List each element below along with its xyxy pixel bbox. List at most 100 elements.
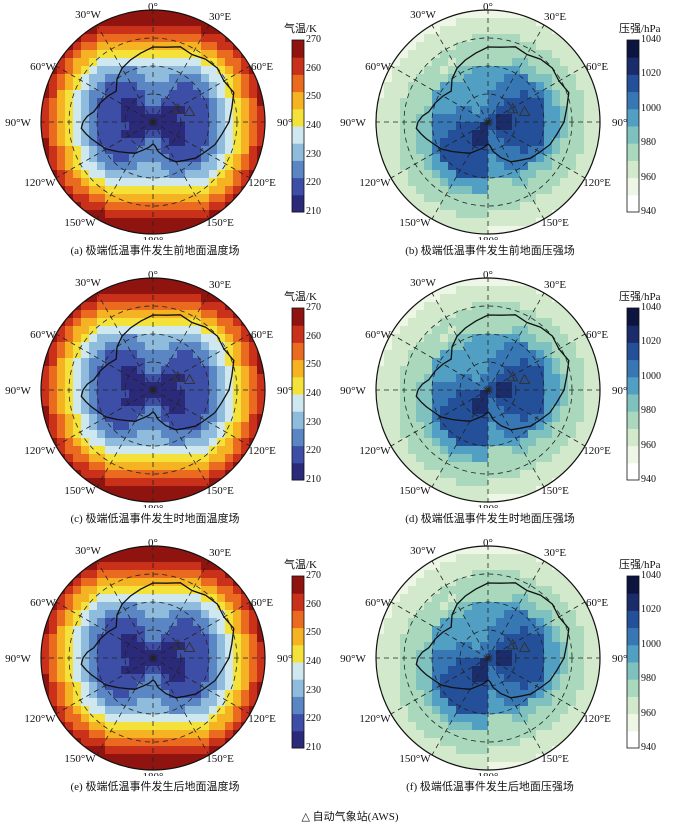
- colorbar-tick-label: 270: [306, 34, 321, 45]
- colorbar-segment: [627, 593, 639, 611]
- meridian-line: [431, 657, 489, 756]
- aws-legend: △ 自动气象站(AWS): [0, 808, 700, 824]
- meridian-line: [487, 389, 586, 447]
- colorbar-segment: [292, 376, 304, 395]
- antarctic-coastline: [415, 46, 570, 163]
- longitude-label-bottom: 180°: [478, 503, 499, 508]
- colorbar-segment: [292, 445, 304, 464]
- longitude-label-left: 90°W: [5, 385, 31, 397]
- aws-station-icon: [506, 102, 519, 114]
- longitude-label-ne-lower: 60°E: [586, 329, 608, 341]
- longitude-label-se-lower: 150°E: [206, 485, 234, 497]
- longitude-label-se-upper: 120°E: [248, 177, 276, 189]
- meridian-line: [390, 121, 489, 179]
- colorbar-segment: [292, 593, 304, 611]
- colorbar-tick-label: 980: [641, 137, 656, 149]
- colorbar-segment: [292, 576, 304, 594]
- temperature-colorbar: [291, 307, 305, 481]
- meridian-line: [487, 121, 586, 179]
- colorbar-segment: [292, 160, 304, 179]
- longitude-label-se-upper: 120°E: [583, 445, 611, 457]
- meridian-line: [152, 601, 251, 659]
- longitude-label-ne-upper: 30°E: [544, 547, 566, 559]
- meridian-line: [96, 292, 154, 391]
- longitude-label-sw-upper: 120°W: [359, 177, 391, 189]
- meridian-line: [152, 292, 210, 391]
- longitude-label-sw-lower: 150°W: [399, 485, 431, 497]
- map-temperature: 0°180°90°W90°E30°W60°W30°E60°E120°W150°W…: [5, 1, 299, 240]
- colorbar-tick-label: 940: [641, 742, 656, 753]
- longitude-label-ne-upper: 30°E: [544, 11, 566, 23]
- meridian-line: [96, 121, 154, 220]
- longitude-label-top: 0°: [483, 1, 493, 13]
- colorbar-tick-label: 960: [641, 171, 656, 183]
- colorbar-tick-label: 1000: [641, 638, 661, 650]
- colorbar-segment: [627, 679, 639, 697]
- colorbar-tick-label: 240: [306, 120, 321, 131]
- panel-caption: (c) 极端低温事件发生时地面温度场: [70, 513, 240, 525]
- colorbar-segment: [627, 143, 639, 161]
- colorbar-segment: [627, 91, 639, 110]
- colorbar-segment: [292, 57, 304, 75]
- meridian-line: [487, 292, 545, 391]
- colorbar-segment: [627, 57, 639, 75]
- colorbar-tick-label: 1000: [641, 102, 661, 114]
- colorbar-tick-label: 210: [306, 206, 321, 217]
- longitude-label-bottom: 180°: [478, 771, 499, 776]
- meridian-line: [55, 333, 154, 391]
- longitude-label-se-upper: 120°E: [248, 713, 276, 725]
- meridian-line: [487, 24, 545, 123]
- longitude-label-ne-upper: 30°E: [209, 279, 231, 291]
- colorbar-segment: [292, 610, 304, 629]
- colorbar-title: 压强/hPa: [619, 291, 661, 303]
- colorbar-tick-label: 1000: [641, 370, 661, 382]
- meridian-line: [152, 121, 210, 220]
- colorbar-segment: [292, 308, 304, 326]
- colorbar-tick-label: 260: [306, 330, 321, 342]
- longitude-label-nw-lower: 60°W: [30, 329, 56, 341]
- map-temperature: 0°180°90°W90°E30°W60°W30°E60°E120°W150°W…: [5, 537, 299, 776]
- longitude-label-se-upper: 120°E: [248, 445, 276, 457]
- meridian-line: [152, 24, 210, 123]
- panel-caption: (d) 极端低温事件发生时地面压强场: [405, 513, 575, 525]
- colorbar-segment: [627, 394, 639, 412]
- colorbar-tick-label: 1020: [641, 68, 661, 80]
- colorbar-tick-label: 260: [306, 62, 321, 74]
- aws-station-icon: [518, 373, 531, 385]
- colorbar-tick-label: 1040: [641, 302, 661, 313]
- longitude-label-top: 0°: [483, 269, 493, 281]
- colorbar-tick-label: 220: [306, 445, 321, 457]
- meridian-line: [152, 389, 210, 488]
- colorbar-tick-label: 220: [306, 177, 321, 189]
- longitude-label-ne-upper: 30°E: [209, 547, 231, 559]
- longitude-label-se-upper: 120°E: [583, 177, 611, 189]
- meridian-line: [152, 121, 251, 179]
- longitude-label-sw-lower: 150°W: [399, 753, 431, 765]
- colorbar-segment: [627, 696, 639, 715]
- longitude-label-ne-lower: 60°E: [251, 61, 273, 73]
- aws-station-icon: [171, 102, 184, 114]
- longitude-label-sw-upper: 120°W: [359, 713, 391, 725]
- colorbar-segment: [292, 679, 304, 697]
- aws-station-icon: [171, 370, 184, 382]
- longitude-label-nw-upper: 30°W: [410, 545, 436, 557]
- colorbar-segment: [627, 576, 639, 594]
- longitude-label-ne-lower: 60°E: [251, 329, 273, 341]
- longitude-label-top: 0°: [148, 1, 158, 13]
- meridian-line: [152, 560, 210, 659]
- colorbar-tick-label: 980: [641, 405, 656, 417]
- longitude-label-nw-lower: 60°W: [365, 597, 391, 609]
- meridian-line: [390, 389, 489, 447]
- colorbar-segment: [292, 325, 304, 343]
- meridian-line: [55, 121, 154, 179]
- colorbar-segment: [292, 143, 304, 161]
- longitude-label-top: 0°: [483, 537, 493, 549]
- meridian-line: [487, 65, 586, 123]
- colorbar-segment: [292, 177, 304, 196]
- aws-station-icon: [183, 641, 196, 653]
- panel-b: 0°180°90°W90°E30°W60°W30°E60°E120°W150°W…: [335, 0, 675, 268]
- colorbar-tick-label: 270: [306, 570, 321, 581]
- colorbar-segment: [627, 462, 639, 481]
- longitude-label-left: 90°W: [340, 117, 366, 129]
- panel-caption: (b) 极端低温事件发生前地面压强场: [405, 245, 575, 257]
